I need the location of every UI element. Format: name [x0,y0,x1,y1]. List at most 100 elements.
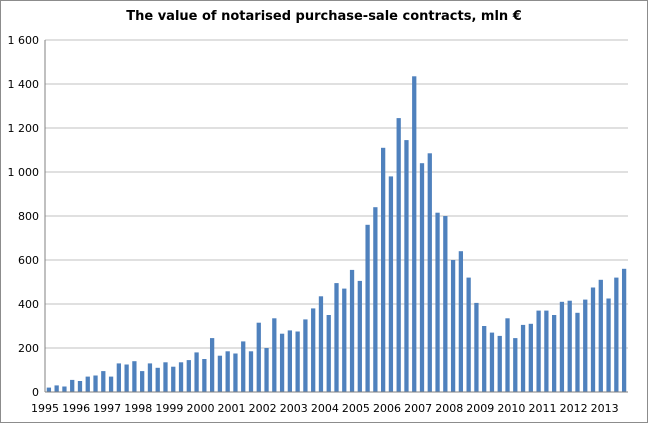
x-tick-label: 2007 [404,402,432,415]
bar [575,312,580,392]
bar [171,366,176,392]
bar [404,140,409,392]
bar [272,318,277,392]
bar [124,364,129,392]
bar [489,332,495,392]
x-tick-label: 2005 [342,402,370,415]
y-tick-label: 1 200 [8,122,40,135]
bar [520,324,526,392]
bar [318,296,324,392]
x-tick-label: 2013 [591,402,619,415]
bar [357,280,362,392]
bar [334,283,339,392]
bar [458,251,464,392]
bar [85,376,90,392]
bar [606,298,611,392]
bar [209,338,215,392]
x-tick-label: 1998 [124,402,152,415]
x-tick-label: 2010 [497,402,525,415]
bar [225,351,230,392]
bar [93,375,98,392]
x-tick-label: 2000 [186,402,214,415]
bar [70,379,75,392]
bar [544,310,549,392]
bar [77,381,83,392]
bar [101,371,106,392]
bar [287,330,292,392]
bar [202,359,207,392]
bar [528,323,533,392]
bar [241,341,246,392]
x-tick-label: 2002 [249,402,277,415]
x-axis-labels: 1995 1996 1997 1998 1999 2000 2001 2002 2003 2004… [31,402,619,415]
x-tick-label: 1995 [31,402,59,415]
bar [155,367,160,392]
bar [552,315,557,392]
x-tick-label: 1996 [62,402,90,415]
bar [621,268,627,392]
x-tick-label: 2008 [435,402,463,415]
y-tick-label: 0 [32,386,39,399]
bar [54,385,59,392]
bars [46,76,627,393]
y-tick-label: 600 [18,254,39,267]
bar [62,386,67,392]
bar [474,302,479,392]
axes [44,40,628,393]
bar [186,360,191,392]
bar [443,216,448,392]
bar [147,363,153,392]
x-tick-label: 2006 [373,402,401,415]
bar [381,147,386,392]
bar [590,287,596,392]
y-tick-label: 800 [18,210,39,223]
bar [427,153,432,392]
bar [365,224,370,392]
bar [349,269,355,392]
bar [373,207,378,392]
bar [132,361,137,392]
bar [248,351,254,392]
bar [295,331,300,392]
x-tick-label: 1999 [155,402,183,415]
bar [450,260,456,392]
bar [567,300,572,392]
bar [396,118,401,392]
bar [233,353,238,392]
bar [536,310,541,392]
bar [497,335,502,392]
bar [116,363,121,392]
bar [256,322,261,392]
bar [311,308,316,392]
y-axis-labels: 0 200 400 600 800 1 000 1 200 1 400 1 600 [8,34,40,399]
bar [279,333,285,392]
bar [217,355,223,392]
bar [614,277,619,392]
y-tick-label: 1 000 [8,166,40,179]
bar [46,387,52,392]
chart-title: The value of notarised purchase-sale con… [126,9,522,24]
bar [412,76,417,393]
bar [419,163,425,392]
bar [108,376,114,392]
bar [583,299,588,392]
bar [178,362,184,392]
y-tick-label: 400 [18,298,39,311]
bar [598,279,603,392]
x-tick-label: 2003 [280,402,308,415]
x-tick-label: 2004 [311,402,339,415]
bar [388,176,394,392]
bar [163,362,168,392]
bar [435,212,440,392]
y-tick-label: 200 [18,342,39,355]
bar [505,318,510,392]
bar [482,326,487,392]
bar [194,352,199,392]
bar [303,319,308,392]
grid-lines [45,39,628,349]
bar [513,338,518,392]
y-tick-label: 1 400 [8,78,40,91]
x-tick-label: 2009 [466,402,494,415]
bar [326,315,331,392]
